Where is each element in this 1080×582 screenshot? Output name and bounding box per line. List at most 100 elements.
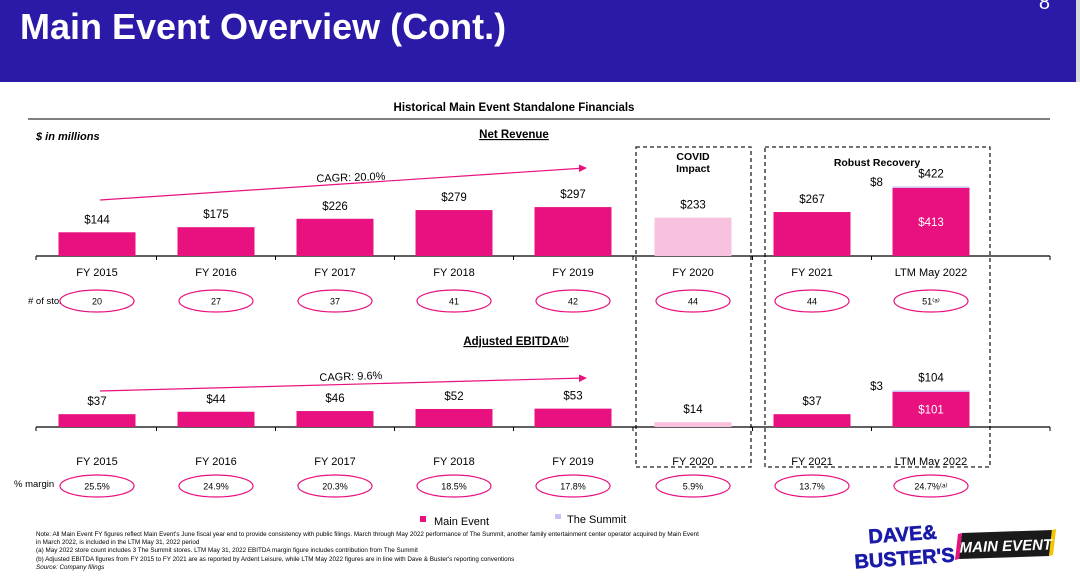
total-value-label: $104	[918, 373, 944, 385]
row-value-bubble	[655, 474, 731, 498]
ebitda-series: $37 FY 2015 25.5% $44 FY 2016 24.9% $46 FY 2017…	[35, 370, 1051, 498]
svg-text:MAIN EVENT: MAIN EVENT	[959, 536, 1054, 556]
row-value-label: 24.7%⁽ᵃ⁾	[914, 482, 947, 492]
bar-value-label: $233	[680, 200, 706, 212]
category-label: LTM May 2022	[895, 267, 968, 279]
header-bar: Main Event Overview (Cont.) 8	[0, 0, 1080, 82]
row-value-bubble	[297, 474, 373, 498]
legend-main-swatch	[420, 516, 426, 522]
bar-value-label: $226	[322, 201, 348, 213]
recovery-label: Robust Recovery	[834, 157, 921, 169]
row-value-bubble	[893, 474, 969, 498]
cagr-arrowhead	[579, 164, 587, 172]
row-value-bubble	[178, 474, 254, 498]
row-value-label: 51⁽ᵃ⁾	[922, 297, 940, 307]
bar-value-label: $14	[683, 404, 703, 416]
category-label: FY 2017	[314, 267, 355, 279]
ebitda-title: Adjusted EBITDA⁽ᵇ⁾	[463, 335, 569, 348]
row-value-bubble	[655, 289, 731, 313]
row-value-bubble	[59, 474, 135, 498]
category-label: FY 2021	[791, 456, 832, 468]
revenue-title: Net Revenue	[479, 129, 549, 141]
row-value-label: 44	[688, 297, 698, 307]
category-label: FY 2018	[433, 456, 474, 468]
footnote-a: (a) May 2022 store count includes 3 The …	[36, 547, 418, 555]
bar-main	[415, 210, 493, 256]
bar-main	[654, 422, 732, 427]
main-event-logo: MAIN EVENT	[955, 529, 1056, 560]
bar-value-label: $53	[563, 391, 582, 403]
bar-value-label: $101	[918, 405, 944, 417]
bar-main	[296, 411, 374, 427]
row-value-bubble	[774, 474, 850, 498]
category-label: LTM May 2022	[895, 456, 968, 468]
category-label: FY 2020	[672, 456, 713, 468]
category-label: FY 2016	[195, 267, 236, 279]
row-value-label: 13.7%	[799, 482, 825, 492]
row-value-label: 25.5%	[84, 482, 110, 492]
row-value-label: 20.3%	[322, 482, 348, 492]
row-value-bubble	[416, 474, 492, 498]
row-value-bubble	[297, 289, 373, 313]
bar-value-label: $37	[802, 396, 821, 408]
row-value-bubble	[59, 289, 135, 313]
bar-main	[534, 408, 612, 427]
bar-value-label: $52	[444, 391, 463, 403]
footnote-source: Source: Company filings	[36, 563, 105, 571]
cagr-label: CAGR: 20.0%	[316, 171, 386, 185]
row-value-bubble	[893, 289, 969, 313]
row-value-label: 27	[211, 297, 221, 307]
svg-text:DAVE&: DAVE&	[868, 522, 938, 549]
footnote-note-cont: in March 2022, is included in the LTM Ma…	[36, 539, 200, 547]
bar-value-label: $37	[87, 396, 106, 408]
row-value-label: 5.9%	[683, 482, 704, 492]
bar-main	[177, 411, 255, 427]
stores-row-label: # of stores	[28, 296, 73, 307]
category-label: FY 2018	[433, 267, 474, 279]
bar-value-label: $297	[560, 189, 586, 201]
row-value-label: 24.9%	[203, 482, 229, 492]
row-value-label: 44	[807, 297, 817, 307]
bar-value-label: $267	[799, 194, 825, 206]
revenue-series: $144 FY 2015 20 $175 FY 2016 27 $226 FY 2017 37 $…	[35, 164, 1051, 313]
bar-summit	[892, 390, 970, 392]
bar-value-label: $279	[441, 192, 467, 204]
chart-title: Historical Main Event Standalone Financi…	[394, 102, 635, 114]
legend-summit-swatch	[555, 514, 561, 519]
row-value-label: 17.8%	[560, 482, 586, 492]
recovery-box	[764, 146, 991, 468]
cagr-arrow	[99, 377, 586, 392]
bar-value-label: $175	[203, 209, 229, 221]
row-value-label: 42	[568, 297, 578, 307]
page-number: 8	[1038, 0, 1050, 14]
category-label: FY 2019	[552, 456, 593, 468]
bar-value-label: $46	[325, 393, 344, 405]
row-value-bubble	[774, 289, 850, 313]
summit-value-label: $3	[870, 381, 883, 393]
cagr-label: CAGR: 9.6%	[319, 370, 383, 384]
dave-busters-logo: DAVE& BUSTER'S	[853, 521, 955, 573]
bar-value-label: $413	[918, 217, 944, 229]
bar-main	[773, 414, 851, 427]
row-value-bubble	[178, 289, 254, 313]
bar-summit	[892, 186, 970, 188]
bar-value-label: $144	[84, 214, 110, 226]
page-title: Main Event Overview (Cont.)	[20, 6, 507, 47]
bar-main	[534, 207, 612, 256]
summit-value-label: $8	[870, 177, 883, 189]
bar-main	[58, 414, 136, 427]
category-label: FY 2020	[672, 267, 713, 279]
units-label: $ in millions	[35, 131, 100, 143]
bar-main	[773, 212, 851, 256]
footnotes: Note: All Main Event FY figures reflect …	[36, 531, 846, 572]
covid-label: COVID Impact	[676, 151, 710, 175]
bar-main	[415, 408, 493, 427]
row-value-label: 20	[92, 297, 102, 307]
bar-main	[177, 227, 255, 256]
bar-main	[892, 188, 970, 256]
footnote-b: (b) Adjusted EBITDA figures from FY 2015…	[36, 555, 515, 563]
margin-row-label: % margin	[14, 479, 54, 490]
row-value-label: 41	[449, 297, 459, 307]
category-label: FY 2015	[76, 456, 117, 468]
